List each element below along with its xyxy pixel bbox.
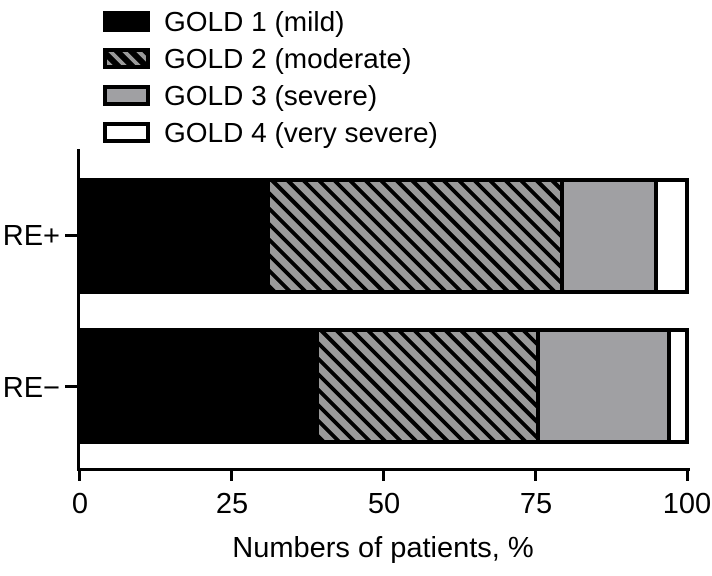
x-tick: [78, 471, 81, 481]
bar-segment-gold2: [314, 332, 536, 440]
bar-segment-gold3: [535, 332, 667, 440]
legend-label: GOLD 2 (moderate): [164, 42, 412, 74]
legend-item-gold4: GOLD 4 (very severe): [103, 114, 438, 151]
legend-label: GOLD 3 (severe): [164, 79, 378, 111]
y-label-re-minus: RE−: [2, 372, 60, 404]
legend-label: GOLD 1 (mild): [164, 5, 345, 37]
legend-item-gold1: GOLD 1 (mild): [103, 3, 438, 40]
legend-item-gold2: GOLD 2 (moderate): [103, 40, 438, 77]
x-tick: [230, 471, 233, 481]
x-tick-label: 0: [71, 488, 89, 520]
gold4-swatch-icon: [103, 122, 150, 143]
bar-segment-gold4: [654, 182, 685, 290]
gold3-swatch-icon: [103, 85, 150, 106]
bar-segment-gold1: [81, 182, 266, 290]
stacked-bar-re-minus: [77, 328, 689, 444]
y-tick: [65, 385, 78, 388]
bar-segment-gold1: [81, 332, 315, 440]
bar-segment-gold3: [559, 182, 655, 290]
x-axis-line: [77, 468, 690, 471]
x-tick: [534, 471, 537, 481]
y-tick: [65, 234, 78, 237]
gold1-swatch-icon: [103, 11, 150, 32]
legend: GOLD 1 (mild) GOLD 2 (moderate) GOLD 3 (…: [103, 3, 438, 151]
bar-segment-gold2: [265, 182, 560, 290]
gold2-hatch-swatch-icon: [103, 48, 150, 69]
x-tick-label: 50: [367, 488, 401, 520]
x-tick-label: 75: [519, 488, 553, 520]
x-tick: [382, 471, 385, 481]
x-tick: [686, 471, 689, 481]
stacked-bar-re-plus: [77, 178, 689, 294]
x-tick-label: 100: [662, 488, 712, 520]
legend-label: GOLD 4 (very severe): [164, 116, 438, 148]
y-axis-line: [77, 149, 80, 471]
bar-segment-gold4: [666, 332, 685, 440]
legend-item-gold3: GOLD 3 (severe): [103, 77, 438, 114]
y-label-re-plus: RE+: [2, 220, 60, 252]
x-tick-label: 25: [215, 488, 249, 520]
x-axis-title: Numbers of patients, %: [232, 532, 534, 564]
